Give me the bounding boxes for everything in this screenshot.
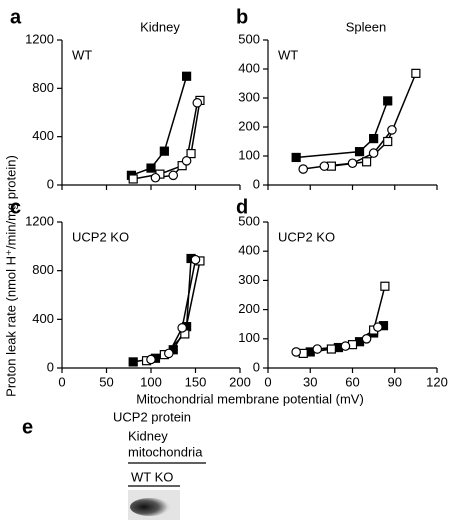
panel-letter: d	[236, 196, 248, 218]
point	[340, 341, 351, 351]
point	[146, 163, 156, 173]
x-tick-label: 30	[303, 374, 317, 389]
point	[387, 125, 397, 135]
blot-lanes: WT KO	[131, 469, 173, 484]
y-tick-label: 400	[32, 311, 54, 326]
point	[190, 254, 201, 265]
point	[354, 147, 365, 157]
point	[369, 134, 379, 144]
point	[326, 344, 336, 354]
x-tick-label: 60	[345, 374, 359, 389]
point	[411, 68, 421, 78]
y-tick-label: 800	[32, 80, 54, 95]
series-line	[150, 259, 197, 361]
panel-letter: e	[22, 416, 33, 438]
blot-tissue: Kidney	[128, 428, 168, 443]
point	[186, 148, 196, 159]
point	[291, 152, 301, 163]
y-tick-label: 300	[238, 272, 260, 287]
y-tick-label: 400	[32, 128, 54, 143]
panel-label: UCP2 KO	[72, 229, 129, 244]
point	[361, 333, 372, 344]
panel-title: Kidney	[140, 19, 180, 34]
point	[380, 281, 390, 291]
point	[192, 98, 203, 108]
blot-title: UCP2 protein	[113, 409, 191, 424]
axes	[267, 222, 437, 369]
point	[361, 157, 372, 167]
y-tick-label: 800	[32, 262, 54, 277]
x-axis-label: Mitochondrial membrane potential (mV)	[136, 391, 364, 406]
blot-band	[130, 498, 170, 516]
y-tick-label: 0	[47, 176, 54, 191]
point	[383, 96, 393, 106]
y-tick-label: 400	[238, 243, 260, 258]
point	[146, 354, 156, 365]
y-tick-label: 200	[238, 118, 260, 133]
panel-letter: a	[10, 6, 22, 28]
y-tick-label: 500	[238, 213, 260, 228]
y-tick-label: 300	[238, 89, 260, 104]
series-line	[131, 76, 188, 177]
point	[182, 71, 192, 81]
panel-letter: b	[236, 6, 248, 28]
x-tick-label: 200	[229, 374, 251, 389]
y-tick-label: 500	[238, 31, 260, 46]
x-tick-label: 120	[426, 374, 448, 389]
y-tick-label: 1200	[25, 213, 54, 228]
x-tick-label: 100	[140, 374, 162, 389]
x-tick-label: 50	[99, 374, 113, 389]
y-tick-label: 0	[253, 359, 260, 374]
x-tick-label: 90	[388, 374, 402, 389]
point	[319, 161, 330, 171]
point	[181, 156, 192, 166]
point	[164, 348, 174, 359]
y-tick-label: 100	[238, 330, 260, 345]
axes	[61, 40, 240, 186]
panel-label: WT	[278, 47, 298, 62]
point	[312, 344, 323, 354]
y-axis-label: Proton leak rate (nmol H⁺/min/mg protein…	[3, 155, 18, 397]
point	[347, 158, 358, 169]
panel-letter: c	[10, 196, 21, 218]
blot-fraction: mitochondria	[128, 444, 203, 459]
y-tick-label: 400	[238, 60, 260, 75]
y-tick-label: 1200	[25, 31, 54, 46]
x-tick-label: 150	[185, 374, 207, 389]
point	[383, 136, 393, 147]
point	[128, 174, 138, 184]
point	[291, 347, 301, 357]
point	[168, 170, 179, 181]
panel-title: Spleen	[346, 19, 386, 34]
x-tick-label: 0	[264, 374, 271, 389]
axes	[61, 222, 240, 369]
y-tick-label: 0	[253, 176, 260, 191]
y-tick-label: 200	[238, 301, 260, 316]
point	[373, 322, 383, 332]
point	[177, 323, 187, 333]
point	[298, 164, 309, 174]
panel-label: WT	[72, 47, 92, 62]
series-line	[155, 102, 199, 179]
x-tick-label: 0	[58, 374, 65, 389]
point	[159, 146, 169, 156]
point	[368, 148, 379, 158]
point	[128, 357, 138, 367]
series-line	[133, 258, 192, 363]
axes	[267, 40, 437, 186]
panel-label: UCP2 KO	[278, 229, 335, 244]
y-tick-label: 100	[238, 147, 260, 162]
y-tick-label: 0	[47, 359, 54, 374]
point	[150, 172, 161, 183]
series-line	[296, 100, 389, 159]
